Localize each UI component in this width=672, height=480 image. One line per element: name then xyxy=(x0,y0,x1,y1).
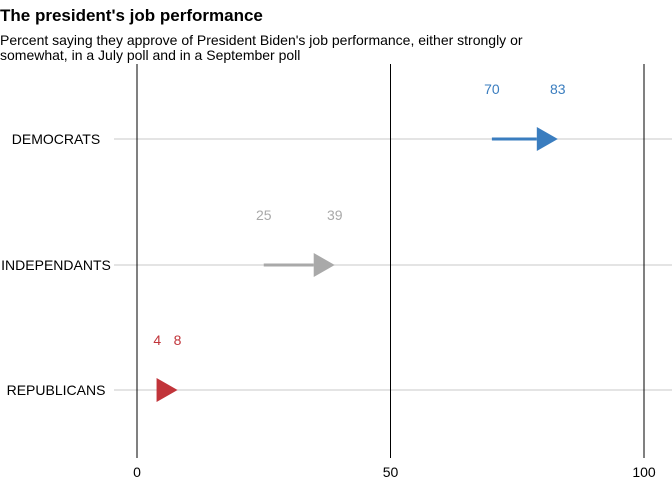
chart-subtitle: Percent saying they approve of President… xyxy=(0,32,523,63)
start-value-label-republicans: 4 xyxy=(153,332,161,348)
x-tick-label-0: 0 xyxy=(133,464,141,480)
category-label-independants: INDEPENDANTS xyxy=(1,257,111,273)
arrow-head-independants xyxy=(313,253,335,277)
gridlines xyxy=(114,64,672,458)
arrow-head-republicans xyxy=(156,378,178,402)
end-value-label-democrats: 83 xyxy=(550,81,566,97)
start-value-label-democrats: 70 xyxy=(484,81,500,97)
x-tick-label-50: 50 xyxy=(383,464,399,480)
category-label-republicans: REPUBLICANS xyxy=(7,382,106,398)
chart-title: The president's job performance xyxy=(0,6,263,25)
start-value-label-independants: 25 xyxy=(256,207,272,223)
end-value-label-independants: 39 xyxy=(327,207,343,223)
x-tick-label-100: 100 xyxy=(632,464,656,480)
chart-marks xyxy=(156,127,558,402)
chart-labels: 0 50 100 DEMOCRATS INDEPENDANTS REPUBLICANS 70… xyxy=(1,81,656,480)
arrow-head-democrats xyxy=(536,127,558,151)
category-label-democrats: DEMOCRATS xyxy=(12,131,100,147)
end-value-label-republicans: 8 xyxy=(174,332,182,348)
